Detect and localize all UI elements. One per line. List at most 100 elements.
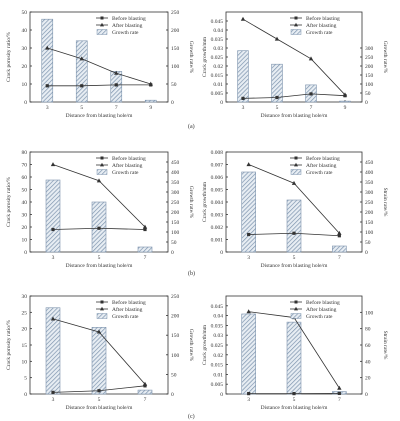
legend-label-after: After blasting <box>306 162 337 169</box>
left-tick-label: 0.045 <box>211 304 224 310</box>
left-tick-label: 0 <box>24 100 27 106</box>
left-tick-label: 60 <box>22 175 28 181</box>
left-tick-label: 0 <box>24 392 27 398</box>
before-blasting-point <box>247 392 251 396</box>
legend-label-growth: Growth rate <box>112 314 139 320</box>
panel-label-c: (c) <box>188 413 195 420</box>
x-tick-label: 3 <box>242 105 245 111</box>
after-blasting-point <box>96 329 102 334</box>
after-blasting-point <box>148 81 153 86</box>
x-tick-label: 3 <box>52 397 55 403</box>
growth-rate-bar <box>75 40 88 103</box>
x-tick-label: 5 <box>98 255 101 261</box>
legend-triangle-marker <box>100 306 104 311</box>
after-blasting-point <box>337 230 342 235</box>
before-blasting-point <box>143 227 147 232</box>
after-blasting-point <box>291 180 297 185</box>
right-tick-label: 200 <box>365 210 374 216</box>
left-axis-title: Crack growth/mm <box>202 36 208 77</box>
right-tick-label: 450 <box>171 160 180 166</box>
right-tick-label: 250 <box>171 10 180 16</box>
x-tick-label: 5 <box>98 397 101 403</box>
left-tick-label: 0.02 <box>213 64 223 70</box>
right-tick-label: 200 <box>171 314 180 320</box>
right-axis-title: Growth rate/% <box>188 186 194 219</box>
right-tick-label: 300 <box>171 190 180 196</box>
left-tick-label: 0.01 <box>213 372 223 378</box>
after-blasting-point <box>308 56 314 61</box>
chart-a-left: 0 10 20 30 40 50 0 50 100 150 200 250 3 5 7 9 Crack poro… <box>6 10 194 119</box>
legend-label-after: After blasting <box>306 22 337 29</box>
legend-square-marker <box>294 16 298 20</box>
growth-rate-bar <box>271 63 283 103</box>
before-blasting-line <box>47 84 151 87</box>
chart-b-left: 0 10 20 30 40 50 60 70 80 0 50 100 150 200 250 300 350 40… <box>6 150 194 269</box>
panel-label-a: (a) <box>188 123 195 130</box>
growth-rate-bar <box>45 307 61 395</box>
left-tick-label: 0 <box>220 100 223 106</box>
left-tick-label: 30 <box>22 46 28 52</box>
x-tick-label: 7 <box>338 397 341 403</box>
left-tick-label: 0.005 <box>211 91 224 97</box>
left-tick-label: 0.005 <box>211 382 224 388</box>
legend-triangle-marker <box>294 306 298 311</box>
legend-label-before: Before blasting <box>306 155 340 162</box>
legend-square-marker <box>294 156 298 160</box>
right-axis-title: Strain rate/% <box>382 188 388 217</box>
before-blasting-point <box>292 231 296 235</box>
left-tick-label: 40 <box>22 200 28 206</box>
growth-rate-bar <box>237 50 249 103</box>
left-axis-title: Crack porosity ratio/% <box>6 177 12 228</box>
growth-rate-bar <box>41 18 54 103</box>
left-tick-label: 0.03 <box>213 46 223 52</box>
right-tick-label: 350 <box>171 180 180 186</box>
x-tick-label: 7 <box>338 255 341 261</box>
left-tick-label: 80 <box>22 150 28 156</box>
left-tick-label: 0.025 <box>211 55 224 61</box>
plot-frame <box>29 11 169 103</box>
left-axis-title: Crack porosity ratio/% <box>6 320 12 371</box>
legend-label-before: Before blasting <box>306 299 340 306</box>
legend-square-marker <box>294 300 298 304</box>
left-tick-label: 20 <box>22 225 28 231</box>
left-tick-label: 0.004 <box>211 200 224 206</box>
left-tick-label: 0.015 <box>211 363 224 369</box>
left-tick-label: 0.03 <box>213 333 223 339</box>
left-tick-label: 50 <box>22 10 28 16</box>
x-tick-label: 3 <box>247 255 250 261</box>
legend-label-after: After blasting <box>112 22 143 29</box>
after-blasting-point <box>274 36 280 41</box>
right-axis-title: Growth rate/% <box>188 329 194 362</box>
left-tick-label: 0.015 <box>211 73 224 79</box>
left-tick-label: 20 <box>22 64 28 70</box>
after-blasting-point <box>96 178 102 183</box>
x-tick-label: 3 <box>247 397 250 403</box>
left-tick-label: 50 <box>22 188 28 194</box>
after-blasting-line <box>47 47 151 85</box>
right-tick-label: 450 <box>365 160 374 166</box>
left-tick-label: 40 <box>22 28 28 34</box>
x-axis-title: Distance from blasting hole/m <box>261 404 328 411</box>
right-tick-label: 50 <box>365 240 371 246</box>
legend-label-after: After blasting <box>112 306 143 313</box>
right-tick-label: 100 <box>365 82 374 88</box>
left-tick-label: 0.035 <box>211 323 224 329</box>
before-blasting-point <box>45 84 49 88</box>
chart-c-left: 0 5 10 15 20 25 30 0 50 100 150 200 250 3 5 7 Crack poro… <box>6 294 194 411</box>
right-tick-label: 400 <box>365 170 374 176</box>
after-blasting-point <box>142 224 148 229</box>
legend-label-before: Before blasting <box>112 155 146 162</box>
x-axis-title: Distance from blasting hole/m <box>66 262 133 269</box>
after-blasting-point <box>246 309 251 314</box>
growth-rate-bar <box>144 99 157 103</box>
after-blasting-point <box>114 70 119 75</box>
legend-label-growth: Growth rate <box>306 170 333 176</box>
legend-label-before: Before blasting <box>112 299 146 306</box>
left-tick-label: 10 <box>22 82 28 88</box>
legend-triangle-marker <box>100 162 104 167</box>
after-blasting-point <box>337 385 342 390</box>
x-tick-label: 9 <box>149 105 152 111</box>
